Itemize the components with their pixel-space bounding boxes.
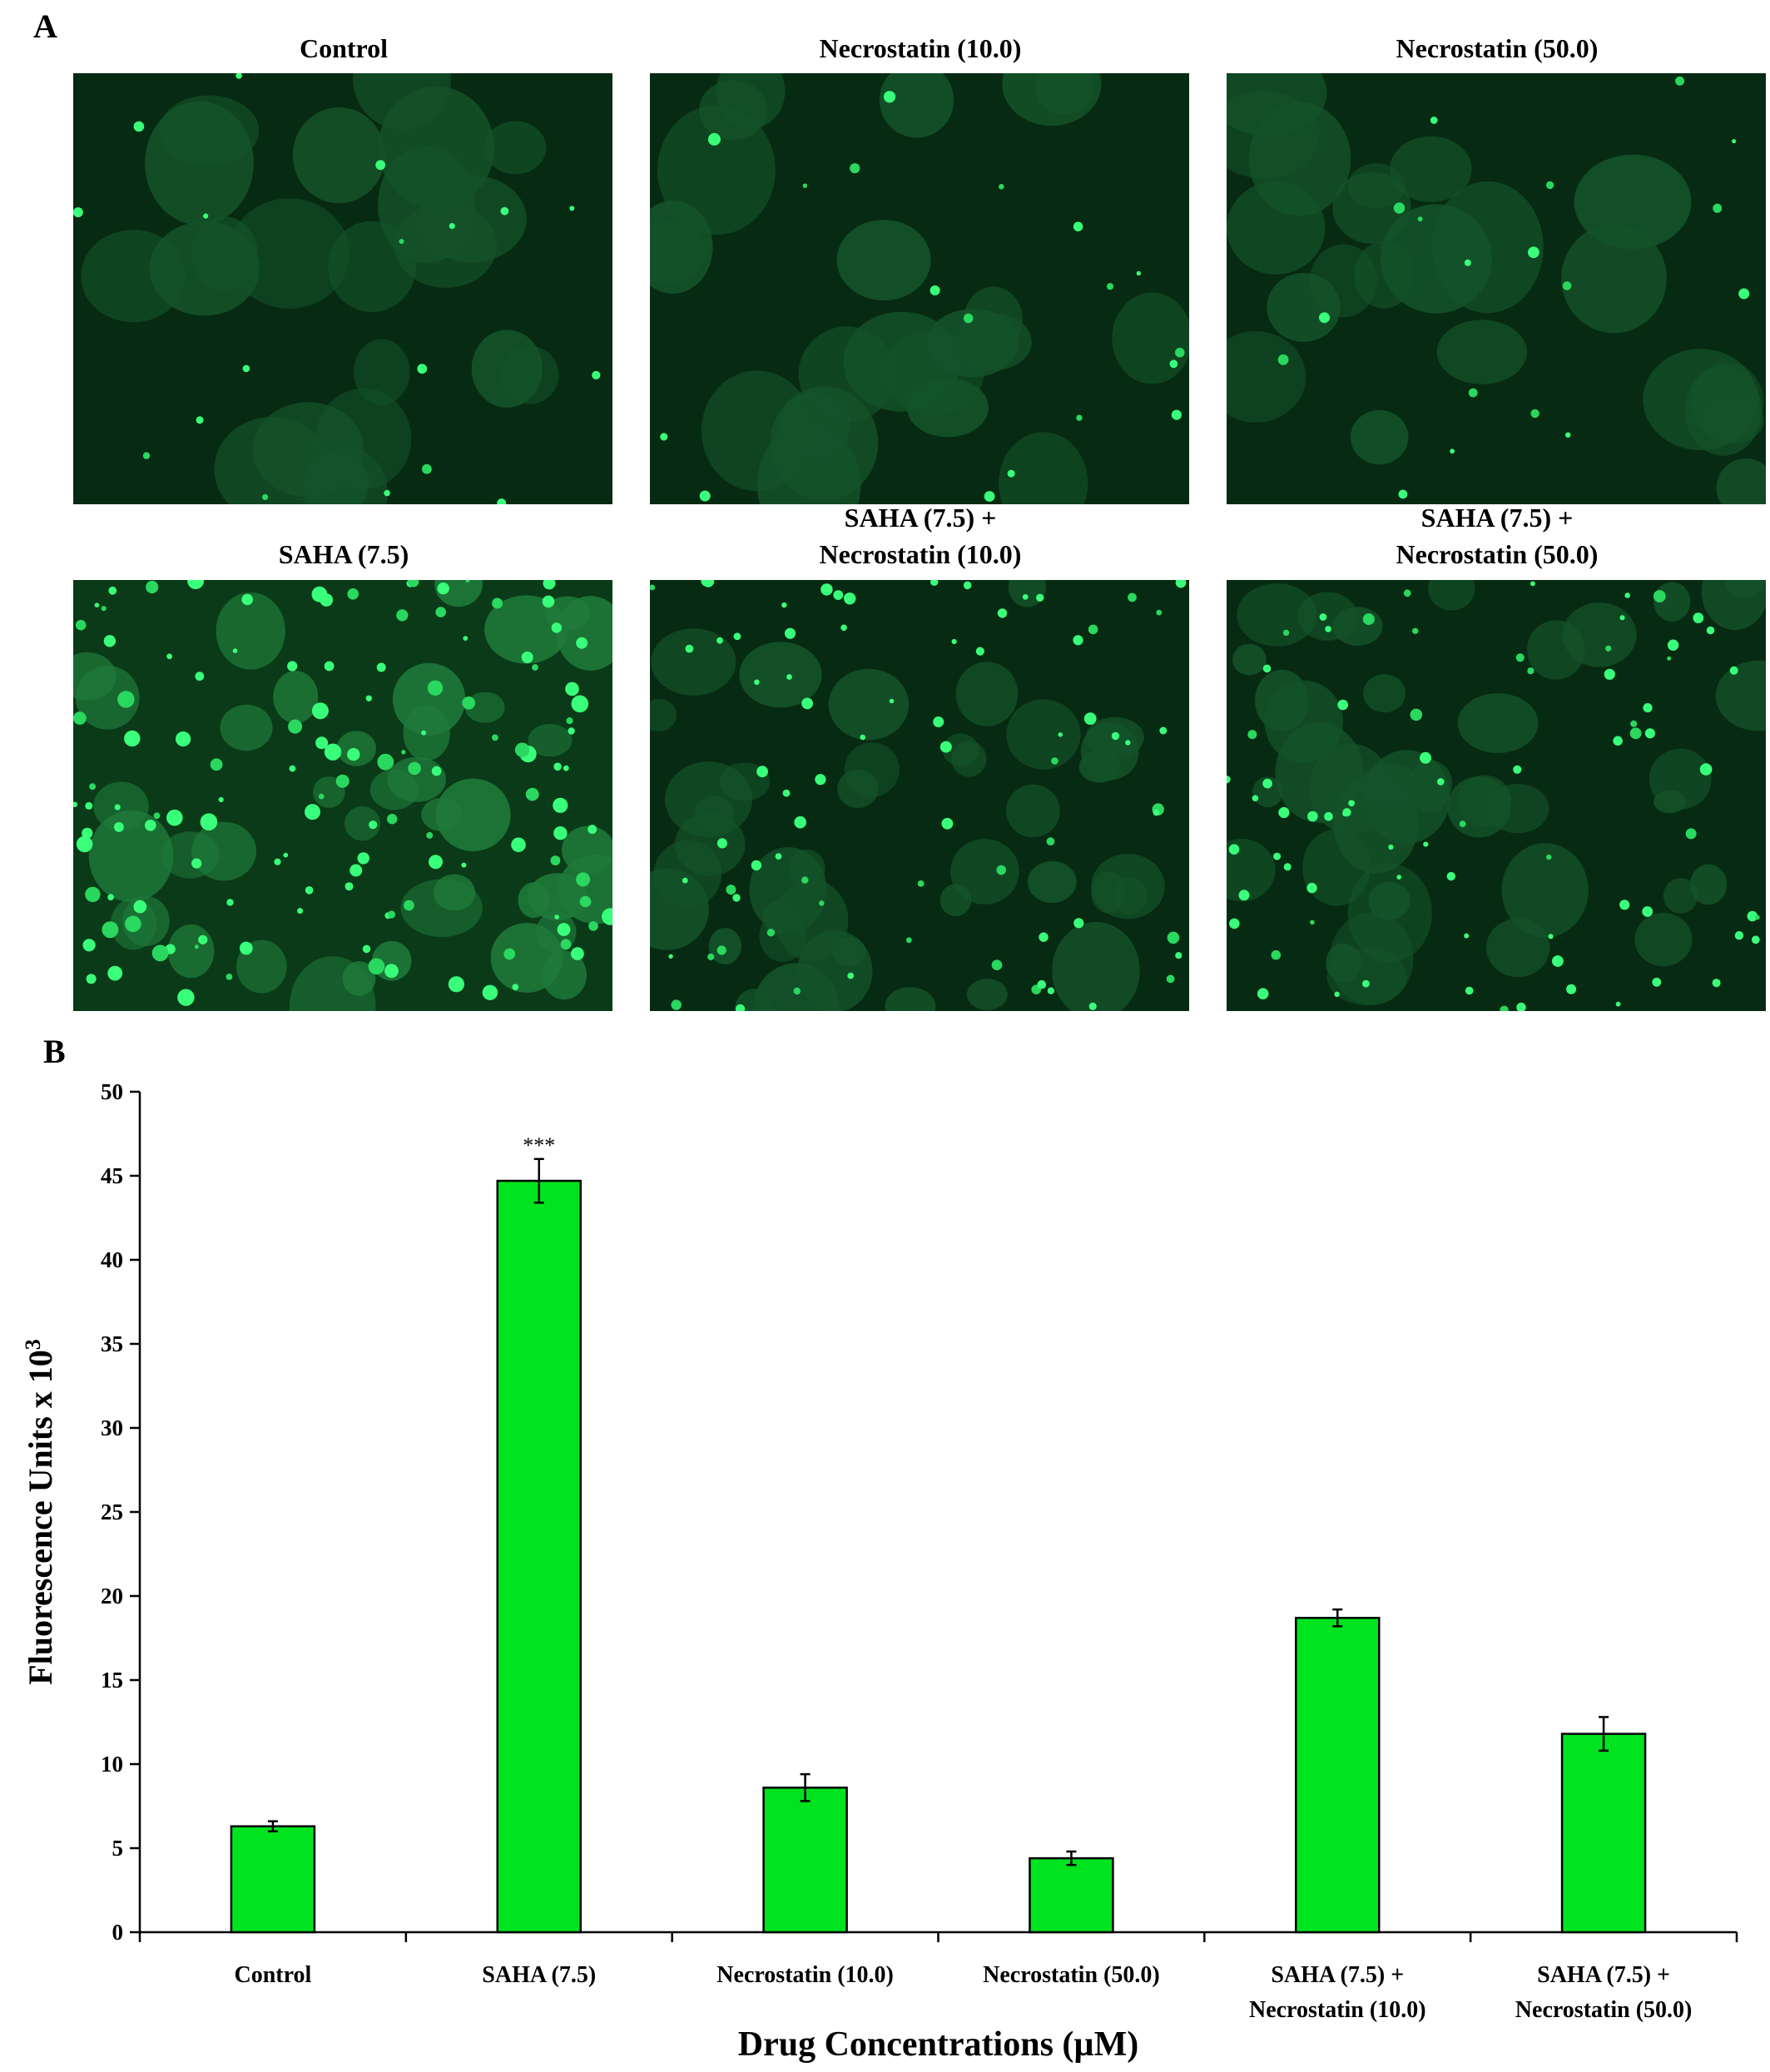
y-tick-label: 0 xyxy=(112,1920,124,1945)
y-axis-title: Fluorescence Units x 103 xyxy=(21,1339,59,1685)
y-tick-label: 20 xyxy=(101,1584,123,1609)
fluorescence-micrograph xyxy=(650,73,1189,504)
micrograph-title-line: Necrostatin (10.0) xyxy=(819,539,1022,569)
x-category-label: Necrostatin (50.0) xyxy=(1515,1997,1693,2023)
micrograph-title-line: SAHA (7.5) xyxy=(278,539,409,569)
y-tick-label: 15 xyxy=(101,1668,123,1693)
micrograph-title-line: Control xyxy=(299,33,389,63)
micrograph-title-line: SAHA (7.5) + xyxy=(1420,503,1574,533)
micrograph-title: SAHA (7.5) xyxy=(73,536,614,573)
y-tick-label: 45 xyxy=(101,1163,123,1188)
y-tick-label: 5 xyxy=(112,1836,124,1861)
panel-b-label: B xyxy=(43,1033,66,1070)
micrograph-title: SAHA (7.5) + Necrostatin (10.0) xyxy=(650,499,1191,573)
micrograph-title-line: Necrostatin (50.0) xyxy=(1396,33,1599,63)
x-category-label: Control xyxy=(235,1962,312,1988)
x-category-label: SAHA (7.5) + xyxy=(1271,1962,1404,1988)
bar xyxy=(762,1787,848,1934)
micrograph-title: SAHA (7.5) + Necrostatin (50.0) xyxy=(1227,499,1768,573)
micrograph-title: Necrostatin (10.0) xyxy=(650,30,1191,67)
y-tick-label: 50 xyxy=(101,1079,123,1104)
y-tick-label: 40 xyxy=(101,1247,123,1272)
y-tick-label: 25 xyxy=(101,1499,123,1524)
micrograph-title-line: SAHA (7.5) + xyxy=(844,503,997,533)
bar xyxy=(1029,1856,1114,1934)
bar-chart: 0 5 10 15 20 25 30 35 40 45 50 Control *** SAHA (7.5)… xyxy=(21,1079,1738,2064)
x-category-label: Necrostatin (10.0) xyxy=(716,1962,894,1988)
micrograph-title-line: Necrostatin (50.0) xyxy=(1396,539,1599,569)
bar xyxy=(230,1825,316,1934)
x-category-label: SAHA (7.5) xyxy=(482,1962,596,1988)
x-category-label: Necrostatin (10.0) xyxy=(1249,1997,1426,2023)
fluorescence-micrograph xyxy=(73,73,612,504)
bar xyxy=(496,1179,582,1934)
x-category-label: SAHA (7.5) + xyxy=(1537,1962,1670,1988)
x-axis-title: Drug Concentrations (µM) xyxy=(738,2025,1138,2064)
bar xyxy=(1295,1617,1381,1934)
fluorescence-micrograph xyxy=(73,580,612,1011)
fluorescence-micrograph xyxy=(650,580,1189,1011)
y-tick-label: 30 xyxy=(101,1415,123,1440)
fluorescence-micrograph xyxy=(1227,73,1766,504)
x-category-label: Necrostatin (50.0) xyxy=(983,1962,1160,1988)
micrograph-title: Necrostatin (50.0) xyxy=(1227,30,1768,67)
panel-a-label: A xyxy=(33,7,57,45)
significance-label: *** xyxy=(523,1133,555,1157)
micrograph-title: Control xyxy=(73,30,614,67)
micrograph-title-line: Necrostatin (10.0) xyxy=(819,33,1022,63)
bar xyxy=(1560,1732,1647,1934)
fluorescence-micrograph xyxy=(1227,580,1766,1011)
y-tick-label: 35 xyxy=(101,1331,123,1356)
y-tick-label: 10 xyxy=(101,1752,123,1777)
